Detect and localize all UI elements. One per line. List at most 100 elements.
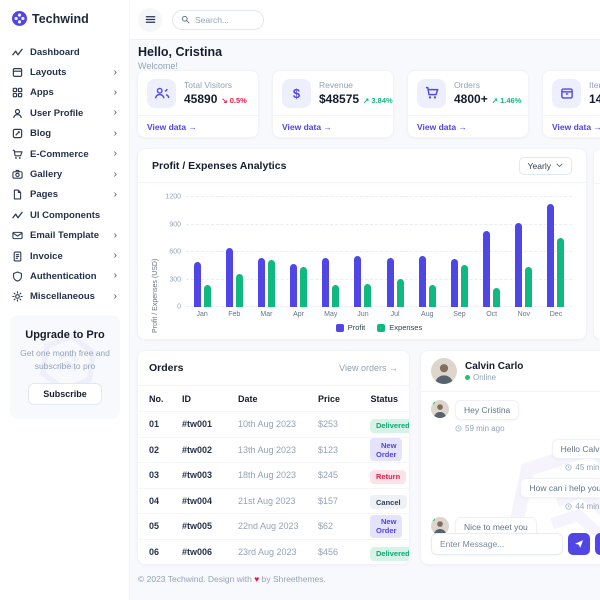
chevron-right-icon	[114, 292, 117, 302]
view-data-link[interactable]: View data	[543, 115, 600, 138]
topbar	[130, 0, 600, 40]
y-tick-label: 600	[169, 248, 181, 256]
sidebar-item-blog[interactable]: Blog	[0, 124, 129, 144]
bar-group-dec	[540, 197, 572, 307]
bar-group-jul	[379, 197, 411, 307]
chat-message: Nice to meet you 42 min ago	[431, 517, 600, 534]
bar-group-aug	[411, 197, 443, 307]
gridline	[186, 251, 572, 252]
x-label-feb: Feb	[228, 311, 241, 318]
x-label-sep: Sep	[453, 311, 466, 318]
legend-profit[interactable]: Profit	[335, 323, 365, 332]
x-label-jan: Jan	[196, 311, 208, 318]
divider	[594, 183, 600, 184]
bar-profit-nov	[515, 222, 523, 307]
bar-profit-feb	[225, 247, 233, 307]
chat-message-input[interactable]	[431, 533, 563, 555]
chart-legend: Profit Expenses	[186, 323, 572, 332]
brand-name: Techwind	[32, 11, 89, 26]
x-label-aug: Aug	[421, 311, 434, 318]
status-badge: Delivered	[370, 546, 409, 561]
sidebar-item-miscellaneous[interactable]: Miscellaneous	[0, 287, 129, 307]
menu-toggle-button[interactable]	[138, 7, 162, 32]
online-status: Online	[465, 373, 523, 382]
bar-expenses-nov	[525, 266, 533, 307]
sidebar-item-ui-components[interactable]: UI Components	[0, 205, 129, 225]
stat-value: $48575	[319, 92, 360, 106]
cart-icon	[417, 78, 446, 108]
brand-logo[interactable]: Techwind	[0, 0, 129, 36]
subscribe-button[interactable]: Subscribe	[28, 382, 102, 405]
sidebar-item-invoice[interactable]: Invoice	[0, 246, 129, 266]
sidebar-item-dashboard[interactable]: Dashboard	[0, 42, 129, 62]
chart-card: Profit / Expenses Analytics Yearly Profi…	[137, 148, 587, 340]
upgrade-card: Upgrade to Pro Get one month free and su…	[10, 315, 120, 419]
sidebar-item-authentication[interactable]: Authentication	[0, 266, 129, 286]
search-input[interactable]	[195, 14, 255, 25]
blog-icon	[12, 128, 23, 139]
bar-profit-jul	[386, 258, 394, 307]
gear-icon	[12, 291, 23, 302]
chart-plot-area: 0 300 600 900 1200	[165, 194, 572, 311]
sidebar-item-user-profile[interactable]: User Profile	[0, 103, 129, 123]
view-data-link[interactable]: View data	[138, 115, 258, 138]
bar-expenses-jun	[364, 284, 372, 307]
y-tick-label: 300	[169, 276, 181, 283]
shield-icon	[12, 271, 23, 282]
bar-group-sep	[443, 197, 475, 307]
clipped-side-panel	[593, 148, 600, 340]
users-icon	[147, 78, 176, 108]
x-label-dec: Dec	[549, 311, 563, 318]
bar-profit-mar	[257, 257, 265, 307]
sidebar-item-email-template[interactable]: Email Template	[0, 226, 129, 246]
grid-icon	[12, 87, 23, 98]
chat-input-row	[431, 533, 600, 555]
file-icon	[12, 189, 23, 200]
stat-value: 145	[589, 92, 600, 106]
bar-expenses-feb	[235, 274, 243, 307]
footer: © 2023 Techwind. Design with ♥ by Shreet…	[138, 574, 326, 584]
chevron-right-icon	[114, 231, 117, 241]
send-button[interactable]	[568, 533, 590, 555]
bar-expenses-oct	[493, 287, 501, 307]
view-data-link[interactable]: View data	[408, 115, 528, 138]
bar-group-oct	[476, 197, 508, 307]
sidebar-item-gallery[interactable]: Gallery	[0, 164, 129, 184]
cart-icon	[12, 149, 23, 160]
legend-expenses[interactable]: Expenses	[377, 323, 422, 332]
sidebar-item-apps[interactable]: Apps	[0, 83, 129, 103]
sidebar-item-pages[interactable]: Pages	[0, 185, 129, 205]
bar-expenses-jul	[396, 278, 404, 307]
avatar	[431, 358, 457, 384]
period-select[interactable]: Yearly	[518, 156, 572, 175]
search-box	[172, 9, 264, 30]
bar-expenses-jan	[203, 285, 211, 307]
chat-card: Calvin Carlo Online Hey Cristina 59 min …	[420, 350, 600, 565]
status-badge: Return	[370, 469, 407, 484]
x-label-mar: Mar	[260, 311, 273, 318]
status-badge: New Order	[370, 514, 403, 538]
main-content: Hello, Cristina Welcome! Total Visitors …	[130, 40, 600, 600]
bar-profit-oct	[483, 231, 491, 307]
trend-down-indicator: 0.5%	[221, 96, 247, 105]
table-row: 01 #tw001 10th Aug 2023 $253 Delivered	[138, 412, 409, 438]
view-orders-link[interactable]: View orders	[339, 363, 398, 373]
bar-group-feb	[218, 197, 250, 307]
status-badge: Cancel	[370, 495, 407, 510]
clock-icon	[565, 503, 572, 510]
user-icon	[12, 108, 23, 119]
chevron-right-icon	[114, 251, 117, 261]
chat-action-button[interactable]	[595, 533, 600, 555]
avatar	[431, 517, 449, 534]
stat-card-orders: Orders 4800+ 1.46% View data	[407, 70, 529, 138]
sidebar-item-ecommerce[interactable]: E-Commerce	[0, 144, 129, 164]
stat-value: 4800+	[454, 92, 488, 106]
page-subtitle: Welcome!	[138, 61, 178, 71]
chat-message: Hello Calvin 45 min ago	[431, 439, 600, 472]
sidebar: Techwind Dashboard Layouts Apps User Pro…	[0, 0, 130, 600]
sidebar-item-layouts[interactable]: Layouts	[0, 62, 129, 82]
view-data-link[interactable]: View data	[273, 115, 393, 138]
stat-label: Items	[589, 80, 600, 90]
components-icon	[12, 210, 23, 221]
bar-group-nov	[508, 197, 540, 307]
